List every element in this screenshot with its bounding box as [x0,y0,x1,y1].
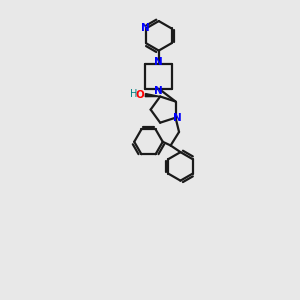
Text: N: N [173,113,182,123]
Text: N: N [141,23,150,33]
Text: H: H [130,89,137,99]
Text: N: N [154,86,163,96]
Polygon shape [145,94,160,97]
Text: O: O [135,90,144,100]
Text: N: N [154,57,163,67]
